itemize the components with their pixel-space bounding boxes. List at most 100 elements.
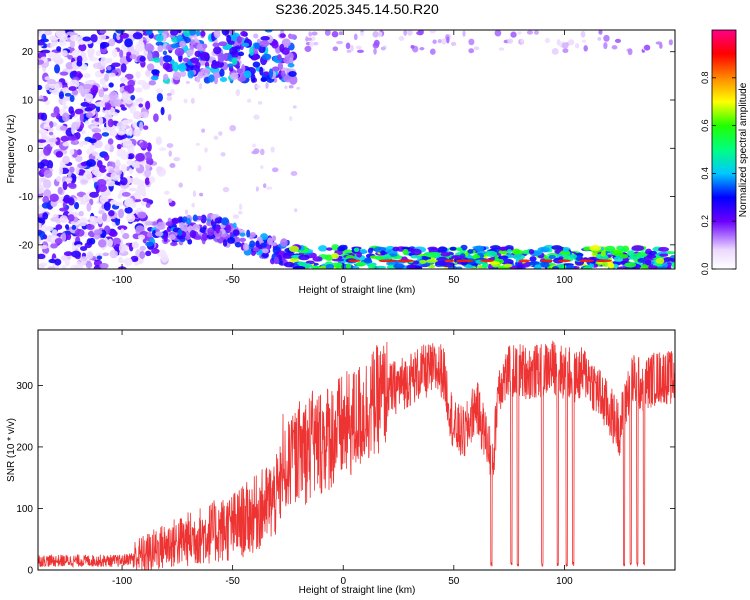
spectrogram-cell [142,125,149,130]
spectrogram-cell [199,192,204,197]
spectrogram-cell [537,246,550,253]
spectrogram-cell [134,194,142,200]
spectrogram-cell [518,259,531,263]
spectrogram-cell [107,238,113,248]
spectrogram-cell [253,42,261,50]
spectrogram-cell [356,49,364,54]
spectrogram-cell [40,112,48,121]
spectrogram-cell [598,30,603,35]
spectrogram-cell [375,265,387,269]
colorbar: 0.0 0.2 0.4 0.6 0.8 Normalized spectral ampl… [700,29,749,276]
spectrogram-cell [229,124,237,132]
spectrogram-cell [170,43,180,49]
spectrogram-cell [102,176,108,181]
spectrogram-y-tick-label: 0 [27,144,33,155]
spectrogram-cell [259,66,264,76]
spectrogram-cell [360,30,364,33]
spectrogram-cell [647,265,658,269]
spectrogram-cell [38,59,45,65]
spectrogram-cell [114,181,120,186]
spectrogram-cell [259,40,270,48]
spectrogram-cell [185,80,190,84]
spectrogram-cell [68,86,77,92]
spectrogram-cell [206,233,216,240]
spectrogram-cell [182,216,188,223]
spectrogram-cell [234,241,242,248]
spectrogram-cell [41,33,47,42]
spectrogram-cell [198,83,203,90]
spectrogram-cell [582,266,592,269]
spectrogram-cell [296,86,301,90]
snr-frame [37,329,676,571]
spectrogram-cell [441,261,455,268]
spectrogram-cell [190,57,200,64]
spectrogram-cell [121,119,130,125]
spectrogram-cell [272,235,277,242]
spectrogram-cell [151,50,160,60]
spectrogram-cell [189,39,196,46]
spectrogram-cell [149,176,156,184]
spectrogram-cell [107,38,116,47]
spectrogram-cell [133,111,142,120]
spectrogram-cell [38,253,46,260]
spectrogram-cell [172,61,179,72]
spectrogram-cell [98,239,107,248]
spectrogram-cell [103,84,108,89]
spectrogram-cell [179,40,187,48]
spectrogram-cell [386,261,396,266]
spectrogram-cell [499,246,507,252]
spectrogram-cell [232,229,240,236]
spectrogram-cell [58,165,63,176]
spectrogram-cell [51,229,58,238]
spectrogram-cell [648,250,658,256]
spectrogram-cell [98,88,105,98]
spectrogram-cell [608,262,615,269]
spectrogram-cell [506,248,512,254]
spectrogram-cell [373,39,380,47]
spectrogram-cell [60,135,70,142]
spectrogram-cell [511,248,521,255]
spectrogram-cell [494,30,502,37]
spectrogram-cell [50,43,55,48]
spectrogram-cell [93,140,103,149]
spectrogram-cell [110,129,118,137]
spectrogram-cell [199,51,209,62]
spectrogram-x-tick-label: 50 [448,275,460,286]
spectrogram-cell [184,209,189,215]
spectrogram-cell [129,105,137,114]
spectrogram-cell [164,63,175,73]
spectrogram-cell [38,84,43,91]
spectrogram-cell [202,43,208,49]
spectrogram-cell [120,151,129,160]
colorbar-tick-label: 0.0 [700,263,710,276]
spectrogram-cell [380,250,386,256]
spectrogram-cell [147,51,153,62]
spectrogram-cell [237,210,243,215]
spectrogram-cell [183,98,188,104]
spectrogram-cell [194,50,201,58]
spectrogram-cell [43,189,52,198]
spectrogram-cell [177,229,183,237]
spectrogram-cell [134,43,144,52]
spectrogram-cell [106,191,111,196]
spectrogram-cell [236,35,242,44]
spectrogram-cell [627,250,635,257]
spectrogram-x-ticks: -100 -50 0 50 100 [112,30,573,286]
colorbar-tick-label: 0.4 [700,167,710,180]
spectrogram-cell [271,40,279,49]
snr-panel: -100 -50 0 50 100 0 100 200 300 Height of strai… [6,329,676,596]
spectrogram-cell [210,62,220,69]
spectrogram-cell [259,148,265,156]
spectrogram-cell [133,101,139,107]
spectrogram-cell [128,177,134,184]
figure-title: S236.2025.345.14.50.R20 [275,1,439,17]
spectrogram-cell [308,31,312,37]
spectrogram-cell [65,233,72,241]
spectrogram-cell [670,255,675,259]
spectrogram-cell [255,84,261,89]
spectrogram-cell [50,243,58,249]
spectrogram-cell [39,244,48,250]
spectrogram-cell [130,94,136,101]
spectrogram-cell [108,72,116,78]
